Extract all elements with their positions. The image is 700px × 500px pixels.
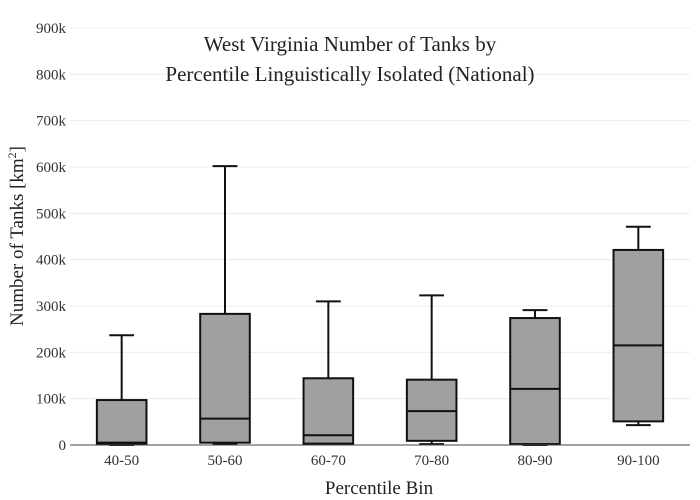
- interquartile-box: [199, 312, 251, 444]
- y-axis-ticks: 0 100k 200k 300k 400k 500k 600k 700k 800k 900k: [36, 21, 67, 454]
- interquartile-box: [302, 377, 355, 445]
- box-series: [95, 165, 665, 446]
- grid-lines: [70, 27, 690, 400]
- y-tick-label: 900k: [36, 21, 67, 37]
- interquartile-box: [95, 399, 148, 446]
- chart-title-line-1: West Virginia Number of Tanks by: [204, 32, 497, 56]
- y-tick-label: 200k: [36, 345, 67, 361]
- chart-title-line-2: Percentile Linguistically Isolated (Nati…: [165, 62, 534, 86]
- box-90-100: [612, 225, 665, 427]
- x-tick-label: 50-60: [208, 453, 243, 469]
- interquartile-box: [509, 317, 561, 446]
- interquartile-box: [612, 248, 665, 423]
- box-70-80: [405, 294, 458, 446]
- y-axis-title-main: Number of Tanks [km: [7, 158, 28, 326]
- y-tick-label: 600k: [36, 160, 67, 176]
- x-tick-label: 70-80: [414, 453, 449, 469]
- box-60-70: [302, 300, 355, 446]
- x-tick-label: 80-90: [518, 453, 553, 469]
- y-tick-label: 0: [59, 438, 67, 454]
- x-axis-ticks: 40-50 50-60 60-70 70-80 80-90 90-100: [104, 453, 659, 469]
- y-axis-title-end: ]: [7, 146, 28, 152]
- box-50-60: [199, 165, 251, 446]
- y-tick-label: 100k: [36, 392, 67, 408]
- x-tick-label: 40-50: [104, 453, 139, 469]
- x-tick-label: 60-70: [311, 453, 346, 469]
- y-tick-label: 400k: [36, 253, 67, 269]
- y-tick-label: 800k: [36, 67, 67, 83]
- x-tick-label: 90-100: [617, 453, 660, 469]
- box-40-50: [95, 334, 148, 446]
- y-tick-label: 700k: [36, 114, 67, 130]
- y-tick-label: 500k: [36, 206, 67, 222]
- x-axis-title: Percentile Bin: [325, 478, 434, 499]
- y-axis-title-superscript: 2: [5, 152, 19, 158]
- box-80-90: [509, 309, 561, 446]
- y-tick-label: 300k: [36, 299, 67, 315]
- y-axis-title: Number of Tanks [km2]: [5, 146, 28, 326]
